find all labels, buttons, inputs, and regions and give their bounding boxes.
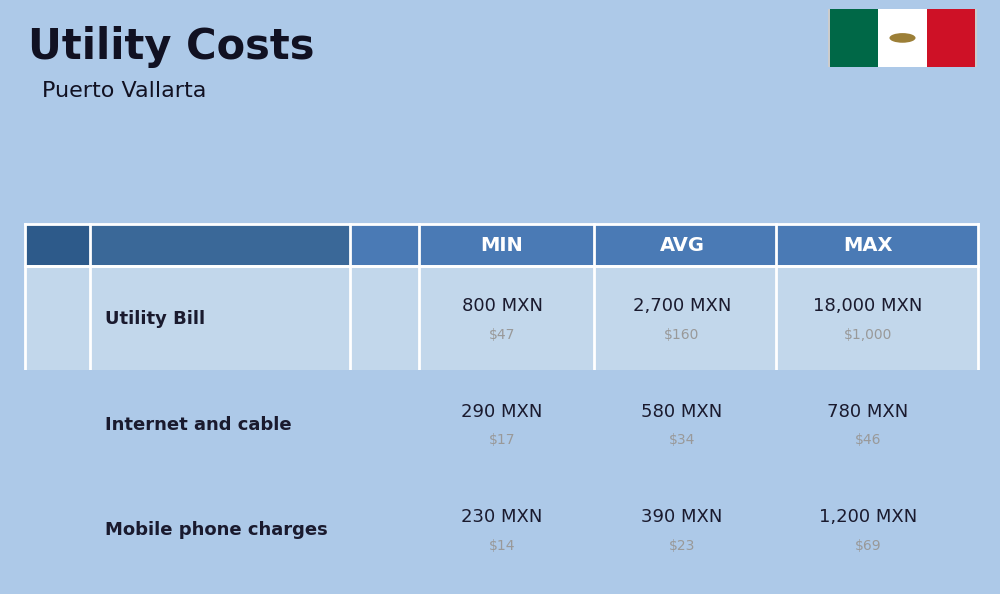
Bar (927, 10, 975, 67)
Bar (25, 372, 978, 477)
Text: 230 MXN: 230 MXN (461, 508, 543, 526)
Bar (25, 224, 90, 266)
Text: 290 MXN: 290 MXN (461, 403, 543, 421)
Text: $46: $46 (855, 433, 881, 447)
Bar (25, 224, 978, 266)
Text: MIN: MIN (481, 236, 523, 255)
FancyBboxPatch shape (828, 8, 977, 67)
Text: $14: $14 (489, 539, 515, 552)
Text: $34: $34 (669, 433, 695, 447)
Text: $160: $160 (664, 328, 700, 342)
Circle shape (889, 33, 916, 43)
Text: 800 MXN: 800 MXN (462, 297, 542, 315)
Text: 390 MXN: 390 MXN (641, 508, 723, 526)
Bar (90, 224, 350, 266)
Text: Mobile phone charges: Mobile phone charges (105, 521, 328, 539)
Bar (25, 266, 978, 372)
Text: 580 MXN: 580 MXN (641, 403, 723, 421)
Text: $47: $47 (489, 328, 515, 342)
Text: 1,200 MXN: 1,200 MXN (819, 508, 917, 526)
Text: $17: $17 (489, 433, 515, 447)
Bar (878, 10, 927, 67)
Text: Puerto Vallarta: Puerto Vallarta (42, 81, 206, 102)
Text: $1,000: $1,000 (844, 328, 892, 342)
Text: Internet and cable: Internet and cable (105, 416, 292, 434)
Text: $69: $69 (855, 539, 881, 552)
Text: 2,700 MXN: 2,700 MXN (633, 297, 731, 315)
Text: 18,000 MXN: 18,000 MXN (813, 297, 923, 315)
Bar (830, 10, 878, 67)
Bar (25, 477, 978, 583)
Text: Utility Bill: Utility Bill (105, 310, 205, 328)
Text: MAX: MAX (843, 236, 893, 255)
Text: AVG: AVG (660, 236, 704, 255)
Text: 780 MXN: 780 MXN (827, 403, 909, 421)
Text: Utility Costs: Utility Costs (28, 26, 314, 68)
Text: $23: $23 (669, 539, 695, 552)
